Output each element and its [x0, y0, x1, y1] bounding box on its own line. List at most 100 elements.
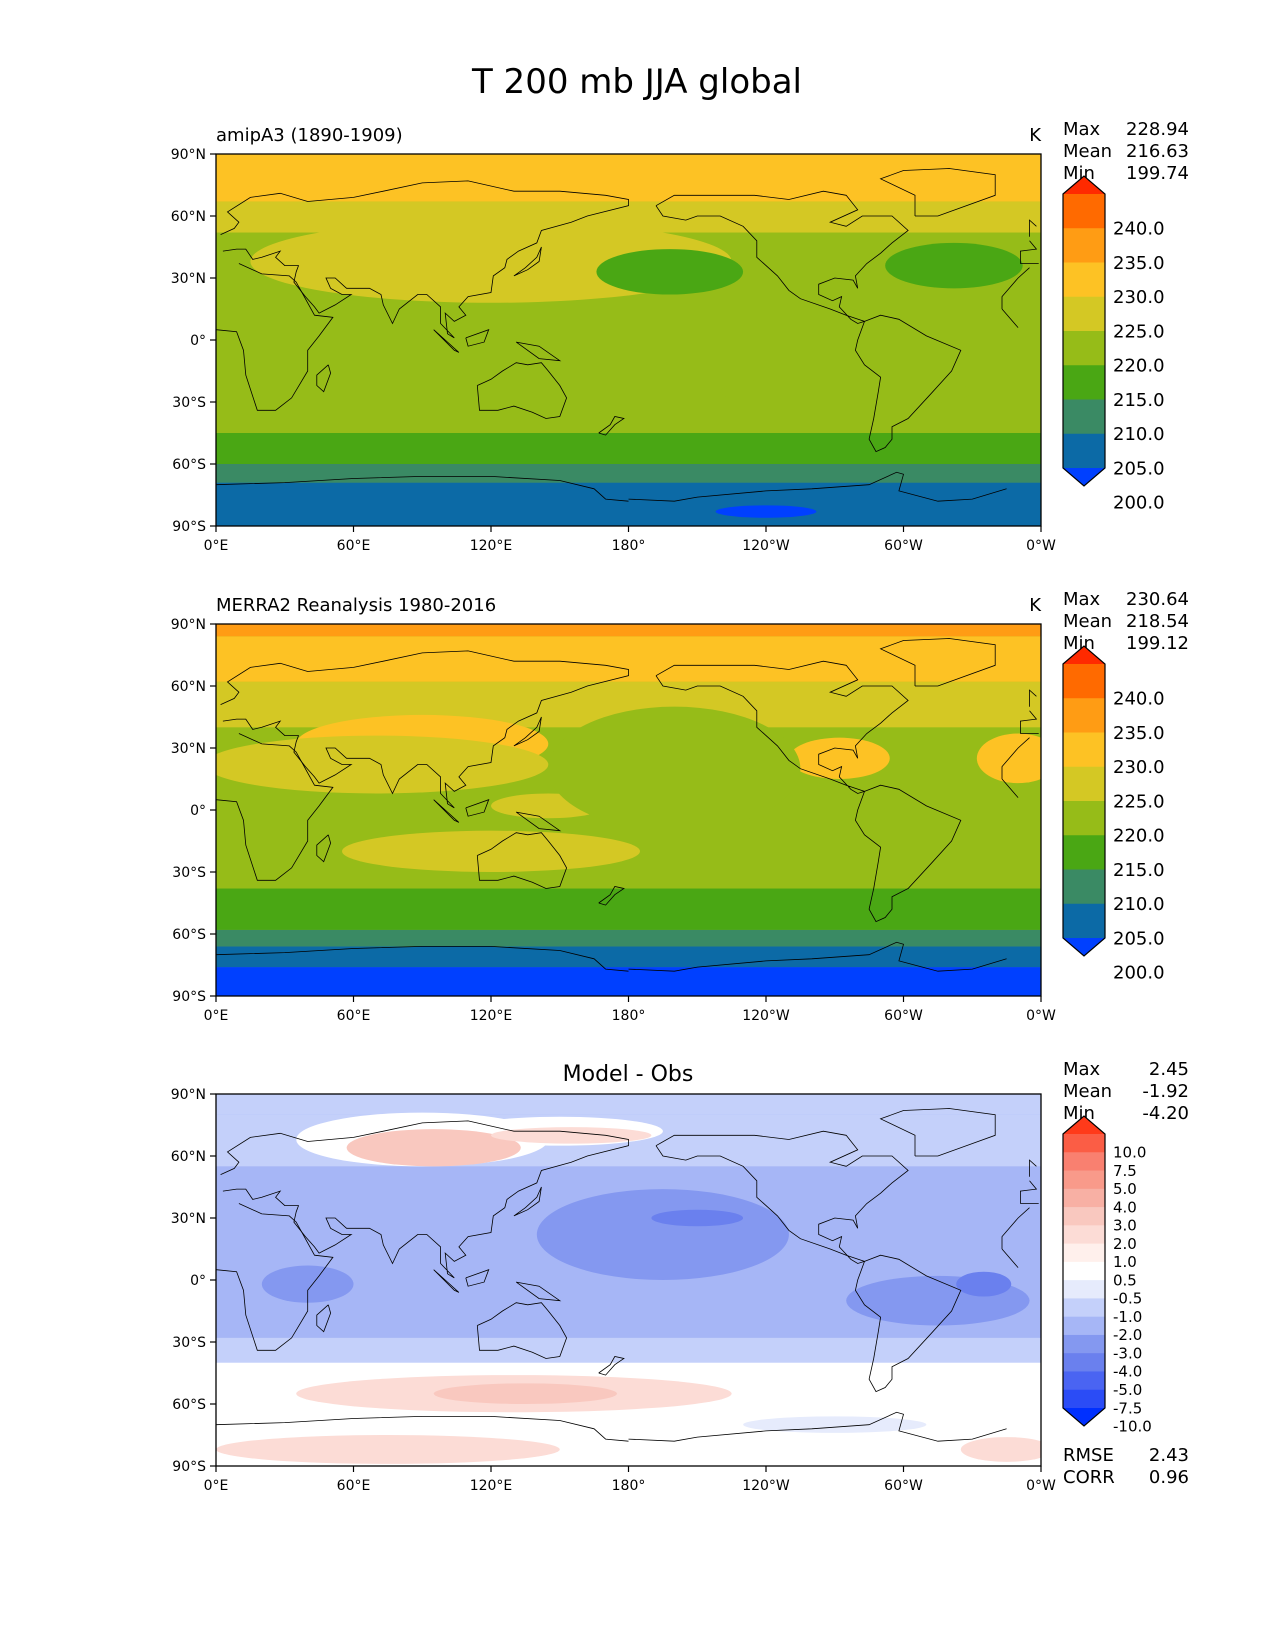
colorbar-segment: [1063, 1389, 1105, 1409]
field-region: [720, 375, 973, 409]
panel-units: K: [1029, 125, 1042, 146]
lon-tick-label: 0°W: [1026, 1478, 1056, 1494]
lat-tick-label: 30°N: [171, 741, 206, 757]
colorbar-segment: [1063, 869, 1105, 905]
coastline: [879, 638, 996, 687]
colorbar-segment: [1063, 331, 1105, 366]
coastline: [465, 1269, 490, 1287]
stat-mean-value: 218.54: [1126, 611, 1189, 632]
colorbar-label: -7.5: [1113, 1399, 1142, 1417]
coastline: [316, 364, 332, 393]
coastline: [476, 1302, 568, 1359]
field-region: [548, 706, 801, 831]
figure-title: T 200 mb JJA global: [471, 62, 802, 102]
field-band: [216, 1094, 1041, 1115]
lat-tick-label: 60°S: [172, 1397, 206, 1413]
lon-tick-label: 180°: [612, 1478, 646, 1494]
colorbar-segment: [1063, 766, 1105, 802]
field-region: [346, 1129, 521, 1167]
coastline: [854, 1254, 962, 1393]
lon-tick-label: 120°E: [470, 538, 513, 554]
lat-tick-label: 90°N: [171, 1087, 206, 1103]
coastline: [515, 341, 562, 362]
stat-max-label: Max: [1063, 1059, 1101, 1080]
colorbar-outline: [1062, 175, 1106, 487]
coastline: [1029, 689, 1037, 707]
stat-mean-label: Mean: [1063, 141, 1112, 162]
lon-tick-label: 60°W: [884, 1008, 923, 1024]
panel-left-label: amipA3 (1890-1909): [216, 125, 403, 146]
colorbar-label: 235.0: [1113, 723, 1165, 744]
coastline: [220, 180, 1039, 339]
coastline: [216, 1203, 1030, 1351]
coastline: [465, 799, 490, 817]
stat-min-value: 199.74: [1126, 163, 1189, 184]
rmse-label: RMSE: [1063, 1445, 1114, 1466]
field-band: [216, 888, 1041, 930]
field-band: [216, 154, 1041, 202]
colorbar-label: 1.0: [1113, 1253, 1137, 1271]
colorbar-segment: [1063, 903, 1105, 939]
coastline: [220, 1120, 1039, 1279]
coastline: [879, 168, 996, 217]
colorbar-label: 230.0: [1113, 287, 1165, 308]
coastline: [598, 886, 625, 906]
colorbar-label: 220.0: [1113, 356, 1165, 377]
stat-max-value: 228.94: [1126, 119, 1189, 140]
coastline: [515, 1281, 562, 1302]
colorbar-segment: [1063, 1261, 1105, 1281]
stat-max-label: Max: [1063, 589, 1101, 610]
coastline: [316, 1304, 332, 1333]
coastline: [1029, 219, 1037, 237]
coastline: [513, 246, 542, 277]
colorbar-label: 205.0: [1113, 458, 1165, 479]
panel-units: K: [1029, 595, 1042, 616]
panel-center-label: Model - Obs: [563, 1062, 694, 1087]
colorbar-label: 7.5: [1113, 1162, 1137, 1180]
lon-tick-label: 120°E: [470, 1478, 513, 1494]
colorbar-segment: [1063, 1334, 1105, 1354]
colorbar-label: 225.0: [1113, 791, 1165, 812]
field-band: [216, 946, 1041, 968]
colorbar-label: -3.0: [1113, 1344, 1142, 1362]
lon-tick-label: 60°E: [337, 1478, 371, 1494]
colorbar-segment: [1063, 698, 1105, 733]
colorbar-segment: [1063, 296, 1105, 332]
stat-mean-label: Mean: [1063, 611, 1112, 632]
field-region: [960, 1437, 1041, 1462]
colorbar-label: 205.0: [1113, 928, 1165, 949]
lat-tick-label: 0°: [190, 333, 206, 349]
colorbar-extend-min: [1063, 468, 1105, 486]
stat-max-label: Max: [1063, 119, 1101, 140]
field-band: [216, 433, 1041, 464]
colorbar-label: 0.5: [1113, 1271, 1137, 1289]
colorbar-segment: [1063, 433, 1105, 469]
colorbar-segment: [1063, 1207, 1105, 1226]
colorbar-segment: [1063, 194, 1105, 229]
colorbar-label: 5.0: [1113, 1180, 1137, 1198]
colorbar-label: 3.0: [1113, 1217, 1137, 1235]
colorbar-label: 210.0: [1113, 424, 1165, 445]
coastline: [854, 314, 962, 453]
colorbar-label: 215.0: [1113, 860, 1165, 881]
stat-mean-value: -1.92: [1142, 1081, 1189, 1102]
stat-max-value: 2.45: [1149, 1059, 1189, 1080]
field-region: [536, 1189, 789, 1280]
colorbar-label: -10.0: [1113, 1418, 1152, 1436]
colorbar-label: -1.0: [1113, 1308, 1142, 1326]
lat-tick-label: 60°N: [171, 209, 206, 225]
field-region: [788, 737, 890, 779]
colorbar-extend-min: [1063, 1408, 1105, 1426]
lat-tick-label: 90°N: [171, 617, 206, 633]
lon-tick-label: 0°W: [1026, 1008, 1056, 1024]
colorbar-outline: [1062, 1115, 1106, 1427]
stats-box: Max 230.64 Mean 218.54 Min 199.12: [1063, 589, 1189, 654]
lon-tick-label: 180°: [612, 538, 646, 554]
panel-left-label: MERRA2 Reanalysis 1980-2016: [216, 595, 496, 616]
lon-tick-label: 60°E: [337, 538, 371, 554]
field-region: [216, 1435, 560, 1464]
lon-tick-label: 60°W: [884, 538, 923, 554]
colorbar-label: 200.0: [1113, 493, 1165, 514]
lat-tick-label: 60°N: [171, 679, 206, 695]
field-region: [216, 735, 549, 794]
